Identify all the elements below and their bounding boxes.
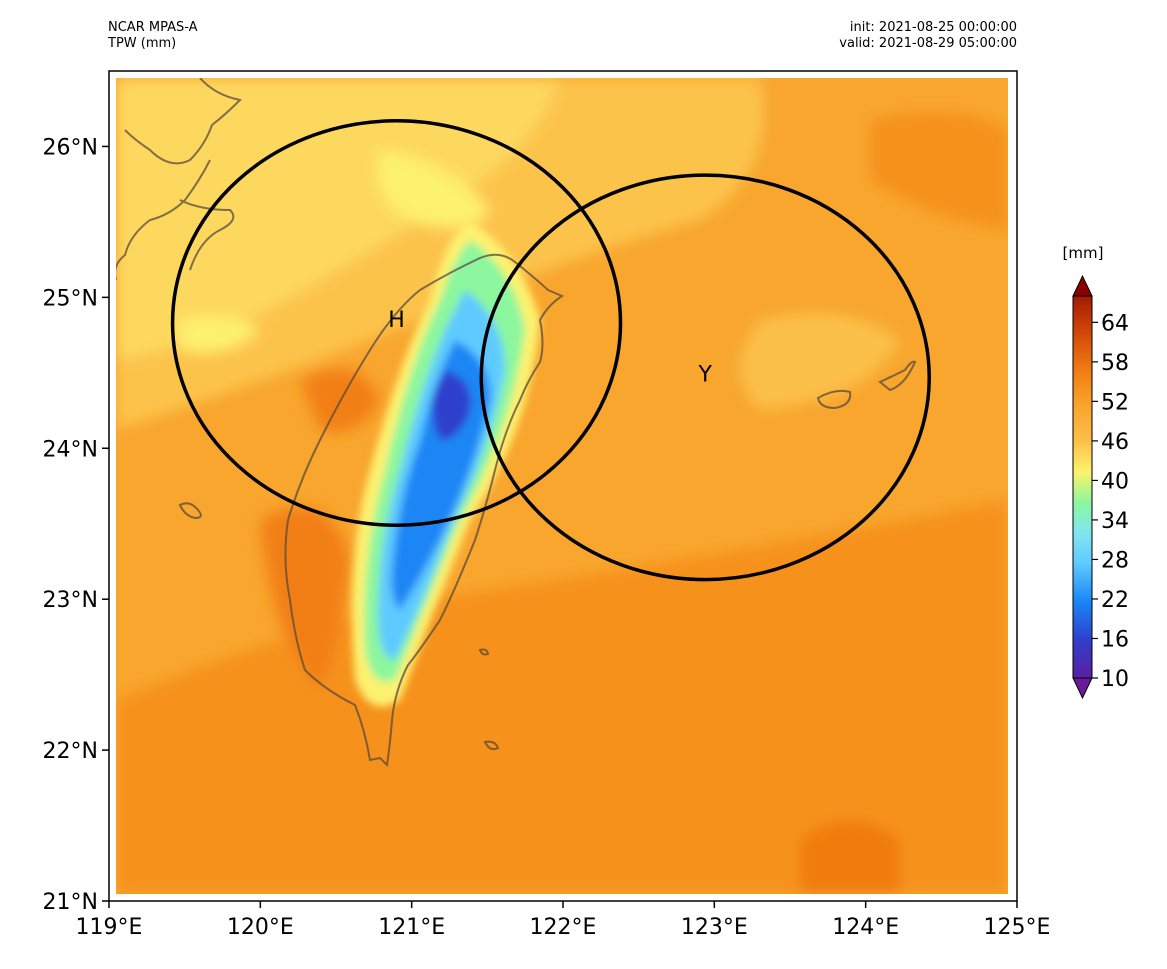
x-axis: 119°E 120°E 121°E 122°E 123°E 124°E 125°E	[76, 901, 1051, 940]
y-tick-label: 22°N	[43, 739, 98, 764]
colorbar-tick-label: 58	[1101, 351, 1129, 376]
range-circle-y	[479, 173, 931, 582]
plot-header-left: NCAR MPAS-A TPW (mm)	[108, 20, 198, 52]
colorbar-extend-min	[1072, 677, 1093, 700]
penghu-coastline	[178, 502, 202, 520]
y-tick-label: 21°N	[43, 890, 98, 915]
init-time: init: 2021-08-25 00:00:00	[849, 20, 1017, 35]
y-tick-label: 23°N	[43, 588, 98, 613]
colorbar-tick-label: 16	[1101, 627, 1129, 652]
orchid-island	[478, 648, 490, 656]
valid-time: valid: 2021-08-29 05:00:00	[839, 36, 1017, 51]
green-island	[483, 740, 500, 751]
colorbar-tick-label: 52	[1101, 390, 1129, 415]
range-circles: HY	[170, 119, 931, 582]
colorbar-tick-label: 10	[1101, 667, 1129, 692]
range-circle-h	[170, 119, 623, 527]
x-tick-label: 120°E	[227, 915, 294, 940]
yaeyama-coastline	[816, 360, 917, 410]
x-tick-label: 125°E	[984, 915, 1051, 940]
colorbar-tick-label: 64	[1101, 311, 1129, 336]
colorbar-tick-label: 28	[1101, 548, 1129, 573]
y-axis: 26°N 25°N 24°N 23°N 22°N 21°N	[43, 135, 109, 915]
colorbar-ticks: 64 58 52 46 40 34 28 22 16 10	[1092, 311, 1129, 692]
colorbar: [mm] 64 58 52 46 40 34 28 22 16 10	[1063, 244, 1129, 700]
site-marker-h: H	[388, 308, 405, 333]
x-tick-label: 122°E	[530, 915, 597, 940]
y-tick-label: 25°N	[43, 286, 98, 311]
y-tick-label: 26°N	[43, 135, 98, 160]
china-coastline	[116, 78, 243, 280]
model-name: NCAR MPAS-A	[108, 20, 198, 35]
tpw-field	[116, 78, 1008, 894]
x-tick-label: 123°E	[681, 915, 748, 940]
site-marker-y: Y	[698, 362, 713, 387]
colorbar-extend-max	[1072, 274, 1093, 297]
x-tick-label: 124°E	[832, 915, 899, 940]
x-tick-label: 119°E	[76, 915, 143, 940]
colorbar-scale	[1072, 295, 1093, 679]
colorbar-unit: [mm]	[1063, 244, 1104, 262]
taiwan-coastline	[284, 253, 565, 768]
colorbar-tick-label: 40	[1101, 469, 1129, 494]
colorbar-tick-label: 46	[1101, 430, 1129, 455]
y-tick-label: 24°N	[43, 437, 98, 462]
coastlines	[116, 78, 917, 768]
x-tick-label: 121°E	[378, 915, 445, 940]
colorbar-tick-label: 22	[1101, 588, 1129, 613]
variable-name: TPW (mm)	[108, 36, 177, 51]
colorbar-tick-label: 34	[1101, 509, 1129, 534]
plot-header-right: init: 2021-08-25 00:00:00 valid: 2021-08…	[700, 20, 1017, 52]
